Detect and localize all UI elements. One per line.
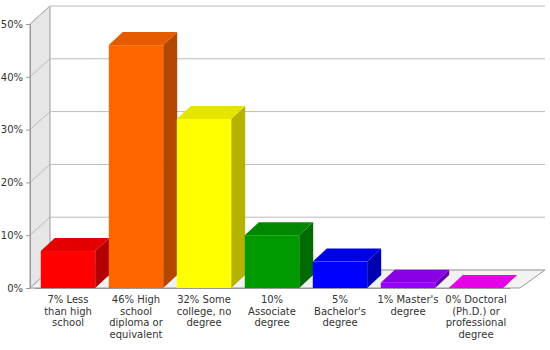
y-tick-label: 20%: [1, 177, 23, 188]
bar: [245, 235, 299, 288]
bar: [313, 262, 367, 288]
bar-group: [177, 106, 245, 288]
x-tick: 46% Highschooldiploma orequivalent: [109, 288, 164, 340]
bar: [381, 283, 435, 288]
y-tick-mark: [26, 288, 30, 289]
y-tick: 20%: [1, 177, 30, 188]
y-tick-mark: [26, 235, 30, 236]
y-tick: 0%: [7, 283, 30, 294]
y-tick: 50%: [1, 19, 30, 30]
bar-side: [231, 106, 245, 288]
bar-group: [41, 238, 109, 288]
x-tick-label: 46% Highschooldiploma orequivalent: [109, 294, 164, 340]
x-tick: 5%Bachelor'sdegree: [314, 288, 366, 328]
y-tick-label: 40%: [1, 72, 23, 83]
y-tick: 30%: [1, 124, 30, 135]
x-tick-label: 10%Associatedegree: [248, 294, 296, 328]
grid: [30, 6, 545, 288]
bar-top: [449, 275, 517, 288]
bar-top: [245, 222, 313, 235]
grid-line: [30, 217, 545, 235]
x-axis: 7% Lessthan highschool 46% Highschooldipl…: [35, 288, 511, 340]
y-tick-mark: [26, 130, 30, 131]
bar-top: [381, 270, 449, 283]
y-tick-label: 0%: [7, 283, 23, 294]
y-tick-mark: [26, 24, 30, 25]
y-tick-mark: [26, 77, 30, 78]
grid-line: [30, 6, 545, 24]
chart: 0% 10% 20% 30% 40% 50% 7% Lessthan highschool 4…: [0, 0, 550, 350]
bar-side: [163, 32, 177, 288]
bar-group: [313, 249, 381, 288]
bar-group: [245, 222, 313, 288]
bars: [41, 32, 517, 288]
x-tick-label: 7% Lessthan highschool: [44, 294, 92, 328]
y-axis: 0% 10% 20% 30% 40% 50%: [1, 19, 31, 294]
bar: [109, 45, 163, 288]
bar-group: [381, 270, 449, 288]
y-tick-label: 10%: [1, 230, 23, 241]
x-tick-label: 1% Master'sdegree: [377, 294, 438, 317]
y-tick: 40%: [1, 72, 30, 83]
bar-group: [109, 32, 177, 288]
bar: [41, 251, 95, 288]
bar-top: [177, 106, 245, 119]
grid-line: [30, 59, 545, 77]
x-tick-label: 0% Doctoral(Ph.D.) orprofessionaldegree: [445, 294, 506, 340]
bar-top: [109, 32, 177, 45]
grid-line: [30, 112, 545, 130]
bar: [177, 119, 231, 288]
y-tick-label: 50%: [1, 19, 23, 30]
grid-line: [30, 164, 545, 182]
x-axis-line: [35, 288, 511, 289]
x-tick-label: 32% Somecollege, nodegree: [177, 294, 232, 328]
background: [0, 0, 550, 350]
bar-top: [313, 249, 381, 262]
bar-group: [449, 275, 517, 288]
x-tick: 32% Somecollege, nodegree: [177, 288, 232, 328]
y-axis-line: [26, 25, 31, 289]
x-tick: 10%Associatedegree: [248, 288, 296, 328]
y-tick: 10%: [1, 230, 30, 241]
x-tick-label: 5%Bachelor'sdegree: [314, 294, 366, 328]
x-tick: 1% Master'sdegree: [377, 288, 438, 317]
x-tick: 0% Doctoral(Ph.D.) orprofessionaldegree: [445, 288, 506, 340]
y-tick-mark: [26, 182, 30, 183]
x-tick: 7% Lessthan highschool: [44, 288, 92, 328]
y-tick-label: 30%: [1, 124, 23, 135]
bar-top: [41, 238, 109, 251]
